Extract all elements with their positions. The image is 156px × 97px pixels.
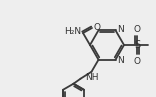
Text: O: O <box>93 23 100 32</box>
Text: H₂N: H₂N <box>64 28 81 36</box>
Text: NH: NH <box>85 73 99 82</box>
Text: S: S <box>134 40 140 50</box>
Text: N: N <box>117 56 124 65</box>
Text: O: O <box>134 56 141 65</box>
Text: N: N <box>117 25 124 34</box>
Text: O: O <box>134 25 141 33</box>
